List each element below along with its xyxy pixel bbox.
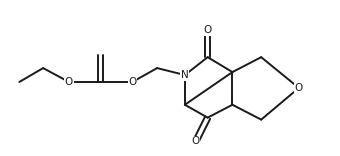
Text: O: O [204, 25, 212, 35]
Text: O: O [295, 83, 303, 93]
Text: O: O [65, 77, 73, 87]
Text: O: O [128, 77, 136, 87]
Text: O: O [192, 136, 200, 146]
Text: N: N [181, 70, 189, 80]
